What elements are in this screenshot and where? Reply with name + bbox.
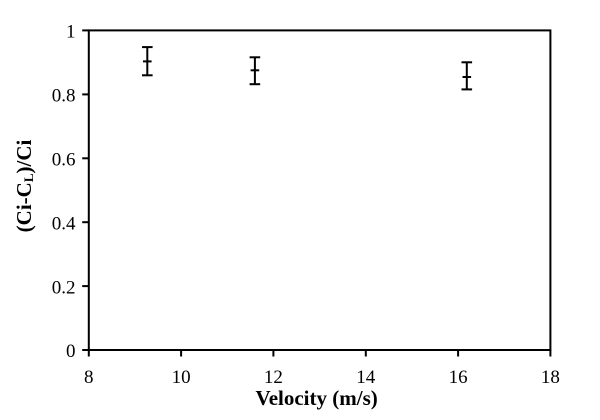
svg-text:0.6: 0.6	[52, 150, 76, 171]
svg-text:Velocity (m/s): Velocity (m/s)	[255, 386, 377, 410]
svg-text:14: 14	[356, 367, 376, 388]
svg-text:18: 18	[541, 367, 560, 388]
svg-text:0: 0	[66, 341, 76, 362]
svg-text:10: 10	[172, 367, 191, 388]
svg-text:0.8: 0.8	[52, 86, 76, 107]
svg-text:0.2: 0.2	[52, 277, 76, 298]
svg-text:8: 8	[84, 367, 94, 388]
svg-text:0.4: 0.4	[52, 213, 76, 234]
svg-text:16: 16	[449, 367, 468, 388]
svg-text:1: 1	[66, 22, 76, 43]
svg-text:12: 12	[264, 367, 283, 388]
svg-text:(Ci-CL)/Ci: (Ci-CL)/Ci	[12, 140, 36, 233]
